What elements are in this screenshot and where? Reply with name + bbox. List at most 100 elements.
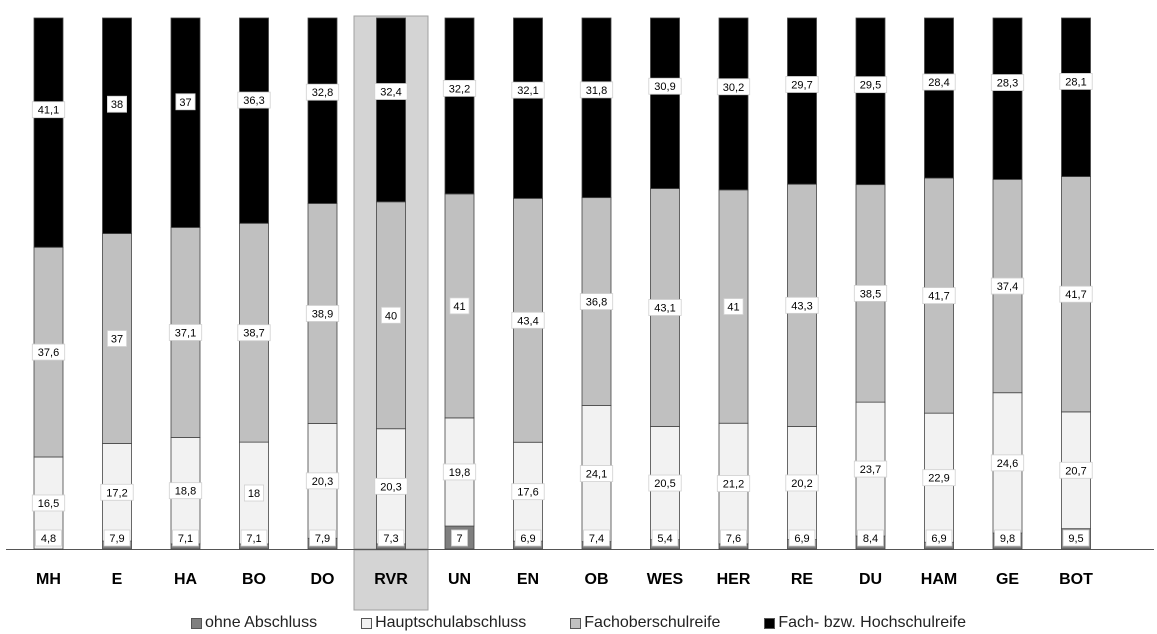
category-label-en: EN xyxy=(517,571,539,588)
svg-text:7,4: 7,4 xyxy=(589,533,604,545)
category-label-e: E xyxy=(112,571,123,588)
data-label-hochschulreife-mh: 41,1 xyxy=(31,101,66,119)
svg-text:43,3: 43,3 xyxy=(791,300,812,312)
data-label-hochschulreife-rvr: 32,4 xyxy=(374,83,408,100)
svg-text:7: 7 xyxy=(456,533,462,545)
category-label-du: DU xyxy=(859,571,882,588)
legend-swatch-hochschulreife xyxy=(764,617,776,629)
data-label-fachoberschulreife-ha: 37,1 xyxy=(168,324,203,341)
data-label-fachoberschulreife-do: 38,9 xyxy=(305,305,340,322)
svg-text:20,3: 20,3 xyxy=(312,476,333,488)
svg-text:7,9: 7,9 xyxy=(109,533,124,545)
segment-hochschulreife-ge xyxy=(992,17,1023,180)
legend-swatch-ohne-abschluss xyxy=(191,617,202,629)
svg-text:18,8: 18,8 xyxy=(175,486,196,498)
svg-text:43,4: 43,4 xyxy=(517,315,538,327)
data-label-bottom-ob: 7,4 xyxy=(583,529,610,547)
data-label-hauptschulabschluss-ge: 24,6 xyxy=(990,454,1025,472)
legend-item-ohne-abschluss: ohne Abschluss xyxy=(191,614,317,632)
data-label-bottom-do: 7,9 xyxy=(309,529,336,547)
svg-text:38: 38 xyxy=(111,99,123,111)
data-label-fachoberschulreife-e: 37 xyxy=(107,330,128,347)
data-label-fachoberschulreife-ge: 37,4 xyxy=(990,277,1025,295)
legend-item-hochschulreife: Fach- bzw. Hochschulreife xyxy=(764,614,966,632)
data-label-bottom-e: 7,9 xyxy=(103,529,131,547)
chart-legend: ohne Abschluss Hauptschulabschluss Facho… xyxy=(0,612,1157,634)
data-label-hochschulreife-ham: 28,4 xyxy=(922,73,956,91)
svg-text:9,8: 9,8 xyxy=(1000,533,1015,545)
svg-text:32,1: 32,1 xyxy=(517,85,538,97)
data-label-fachoberschulreife-her: 41 xyxy=(723,298,744,315)
data-label-hochschulreife-du: 29,5 xyxy=(853,76,888,94)
category-label-her: HER xyxy=(717,571,751,588)
svg-text:18: 18 xyxy=(248,488,260,500)
data-label-bottom-rvr: 7,3 xyxy=(377,529,405,547)
segment-hochschulreife-rvr xyxy=(376,17,406,203)
category-label-re: RE xyxy=(791,571,814,588)
data-label-fachoberschulreife-en: 43,4 xyxy=(511,311,545,329)
svg-text:22,9: 22,9 xyxy=(928,473,949,485)
data-label-hauptschulabschluss-rvr: 20,3 xyxy=(374,477,408,495)
data-label-hauptschulabschluss-her: 21,2 xyxy=(716,475,751,492)
data-label-bottom-ha: 7,1 xyxy=(172,529,199,547)
svg-text:38,9: 38,9 xyxy=(312,308,333,320)
svg-text:41,1: 41,1 xyxy=(38,105,59,117)
svg-text:7,3: 7,3 xyxy=(383,533,398,545)
data-label-hochschulreife-ob: 31,8 xyxy=(579,81,614,99)
svg-text:8,4: 8,4 xyxy=(863,533,878,545)
legend-label-hauptschulabschluss: Hauptschulabschluss xyxy=(375,614,527,631)
data-label-bottom-ham: 6,9 xyxy=(925,529,953,547)
svg-text:17,2: 17,2 xyxy=(106,487,127,499)
svg-text:7,1: 7,1 xyxy=(246,533,261,545)
svg-text:4,8: 4,8 xyxy=(41,533,56,545)
data-label-fachoberschulreife-wes: 43,1 xyxy=(648,299,682,316)
data-label-hochschulreife-ha: 37 xyxy=(175,93,196,111)
data-label-hauptschulabschluss-do: 20,3 xyxy=(305,472,340,490)
svg-text:30,9: 30,9 xyxy=(654,81,675,93)
svg-text:32,4: 32,4 xyxy=(380,87,401,99)
segment-hochschulreife-wes xyxy=(650,17,680,189)
data-label-hauptschulabschluss-ha: 18,8 xyxy=(168,482,203,500)
svg-text:41: 41 xyxy=(727,302,739,314)
data-label-hochschulreife-wes: 30,9 xyxy=(648,77,682,95)
svg-text:29,7: 29,7 xyxy=(791,79,812,91)
svg-text:30,2: 30,2 xyxy=(723,82,744,94)
svg-text:41,7: 41,7 xyxy=(928,291,949,303)
segment-hochschulreife-bot xyxy=(1061,17,1091,177)
data-label-hauptschulabschluss-bot: 20,7 xyxy=(1059,461,1093,479)
svg-text:6,9: 6,9 xyxy=(931,533,946,545)
segment-hochschulreife-her xyxy=(718,17,749,191)
data-label-hauptschulabschluss-mh: 16,5 xyxy=(31,494,66,512)
data-label-bottom-un: 7 xyxy=(451,529,468,547)
data-label-fachoberschulreife-du: 38,5 xyxy=(853,284,888,302)
svg-text:20,2: 20,2 xyxy=(791,478,812,490)
category-label-bot: BOT xyxy=(1059,571,1093,588)
data-label-hauptschulabschluss-re: 20,2 xyxy=(785,474,819,492)
category-label-ham: HAM xyxy=(921,571,957,588)
data-label-hauptschulabschluss-en: 17,6 xyxy=(511,483,545,501)
data-label-fachoberschulreife-mh: 37,6 xyxy=(31,343,66,361)
category-label-ob: OB xyxy=(585,571,609,588)
segment-hochschulreife-re xyxy=(787,17,817,185)
category-label-un: UN xyxy=(448,571,471,588)
data-label-bottom-re: 6,9 xyxy=(788,529,816,547)
svg-text:43,1: 43,1 xyxy=(654,303,675,315)
legend-item-fachoberschulreife: Fachoberschulreife xyxy=(570,614,720,632)
svg-text:5,4: 5,4 xyxy=(657,533,672,545)
data-label-hauptschulabschluss-ob: 24,1 xyxy=(579,465,614,482)
segment-hochschulreife-do xyxy=(307,17,338,204)
segment-hochschulreife-en xyxy=(513,17,543,199)
svg-text:6,9: 6,9 xyxy=(520,533,535,545)
svg-text:37: 37 xyxy=(111,334,123,346)
legend-swatch-fachoberschulreife xyxy=(570,617,582,629)
data-label-hauptschulabschluss-ham: 22,9 xyxy=(922,469,956,487)
svg-text:24,6: 24,6 xyxy=(997,458,1018,470)
data-label-fachoberschulreife-ob: 36,8 xyxy=(579,293,614,310)
svg-text:16,5: 16,5 xyxy=(38,498,59,510)
data-label-bottom-mh: 4,8 xyxy=(35,529,62,547)
svg-text:7,6: 7,6 xyxy=(726,533,741,545)
svg-text:38,5: 38,5 xyxy=(860,288,881,300)
svg-text:41: 41 xyxy=(453,301,465,313)
legend-label-ohne-abschluss: ohne Abschluss xyxy=(205,614,318,631)
data-label-bottom-bo: 7,1 xyxy=(240,529,268,547)
